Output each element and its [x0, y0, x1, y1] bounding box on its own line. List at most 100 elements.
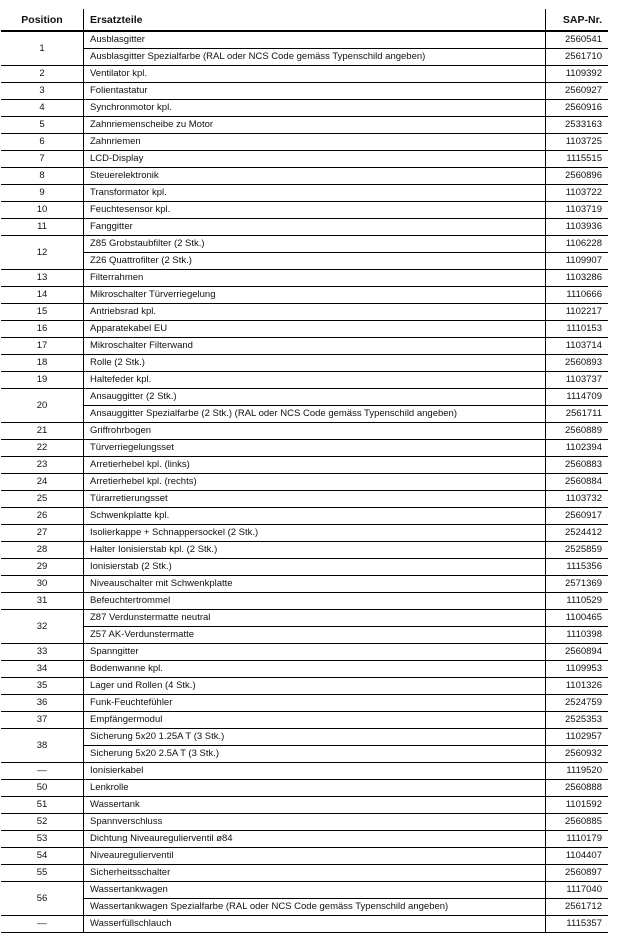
position-cell: 18: [1, 354, 84, 372]
sap-number-cell: 2560916: [545, 99, 608, 117]
position-cell: 20: [1, 388, 84, 423]
part-name-cell: Z87 Verdunstermatte neutral: [83, 609, 546, 627]
table-row: 35 Lager und Rollen (4 Stk.) 1101326: [1, 677, 608, 695]
sap-number-cell: 1103722: [545, 184, 608, 202]
table-row: 2 Ventilator kpl. 1109392: [1, 65, 608, 83]
position-cell: 3: [1, 82, 84, 100]
sap-number-cell: 1109907: [545, 252, 608, 270]
part-name-cell: Ionisierkabel: [83, 762, 546, 780]
part-name-cell: Isolierkappe + Schnappersockel (2 Stk.): [83, 524, 546, 542]
table-row: 38 Sicherung 5x20 1.25A T (3 Stk.) 1102957: [1, 728, 608, 763]
part-name-cell: Ansauggitter Spezialfarbe (2 Stk.) (RAL …: [83, 405, 546, 423]
position-cell: 33: [1, 643, 84, 661]
part-name-cell: Fanggitter: [83, 218, 546, 236]
sap-number-cell: 1110529: [545, 592, 608, 610]
sap-number-cell: 2560894: [545, 643, 608, 661]
sap-number-cell: 2560927: [545, 82, 608, 100]
part-name-cell: Ansauggitter (2 Stk.): [83, 388, 546, 406]
table-row: 53 Dichtung Niveauregulierventil ø84 11101…: [1, 830, 608, 848]
sap-number-cell: 1102957: [545, 728, 608, 746]
position-cell: 16: [1, 320, 84, 338]
position-cell: 29: [1, 558, 84, 576]
sap-number-cell: 2560885: [545, 813, 608, 831]
table-row: Z57 AK-Verdunstermatte 1110398: [1, 626, 608, 644]
position-cell: 34: [1, 660, 84, 678]
sap-number-cell: 1110398: [545, 626, 608, 644]
sap-number-cell: 2561710: [545, 48, 608, 66]
sap-number-cell: 1109953: [545, 660, 608, 678]
sap-number-cell: 2560541: [545, 31, 608, 49]
position-cell: 15: [1, 303, 84, 321]
table-row: 50 Lenkrolle 2560888: [1, 779, 608, 797]
sap-number-cell: 1115515: [545, 150, 608, 168]
table-row: 26 Schwenkplatte kpl. 2560917: [1, 507, 608, 525]
sap-number-cell: 2525353: [545, 711, 608, 729]
part-name-cell: Lenkrolle: [83, 779, 546, 797]
table-row: 29 Ionisierstab (2 Stk.) 1115356: [1, 558, 608, 576]
table-header-row: Position Ersatzteile SAP-Nr.: [1, 9, 608, 32]
sap-number-cell: 1103719: [545, 201, 608, 219]
sap-number-cell: 2560917: [545, 507, 608, 525]
position-cell: 30: [1, 575, 84, 593]
part-name-cell: Lager und Rollen (4 Stk.): [83, 677, 546, 695]
table-row: 15 Antriebsrad kpl. 1102217: [1, 303, 608, 321]
table-row: 14 Mikroschalter Türverriegelung 1110666: [1, 286, 608, 304]
sap-number-cell: 2561712: [545, 898, 608, 916]
part-name-cell: Feuchtesensor kpl.: [83, 201, 546, 219]
sap-number-cell: 2524759: [545, 694, 608, 712]
table-row: 25 Türarretierungsset 1103732: [1, 490, 608, 508]
sap-number-cell: 2561711: [545, 405, 608, 423]
table-row: 17 Mikroschalter Filterwand 1103714: [1, 337, 608, 355]
table-row: Wassertankwagen Spezialfarbe (RAL oder N…: [1, 898, 608, 916]
table-row: 1 Ausblasgitter 2560541: [1, 31, 608, 66]
position-cell: 38: [1, 728, 84, 763]
part-name-cell: Wassertankwagen: [83, 881, 546, 899]
sap-number-cell: 2560884: [545, 473, 608, 491]
part-name-cell: Zahnriemen: [83, 133, 546, 151]
position-cell: 35: [1, 677, 84, 695]
part-name-cell: Bodenwanne kpl.: [83, 660, 546, 678]
position-cell: 54: [1, 847, 84, 865]
position-cell: 2: [1, 65, 84, 83]
part-name-cell: Schwenkplatte kpl.: [83, 507, 546, 525]
table-row: Ausblasgitter Spezialfarbe (RAL oder NCS…: [1, 48, 608, 66]
part-name-cell: Mikroschalter Filterwand: [83, 337, 546, 355]
table-row: 8 Steuerelektronik 2560896: [1, 167, 608, 185]
table-row: 30 Niveauschalter mit Schwenkplatte 257136…: [1, 575, 608, 593]
position-cell: 22: [1, 439, 84, 457]
position-cell: 50: [1, 779, 84, 797]
table-row: — Wasserfüllschlauch 1115357: [1, 915, 608, 933]
part-name-cell: Filterrahmen: [83, 269, 546, 287]
part-name-cell: Türarretierungsset: [83, 490, 546, 508]
table-row: 9 Transformator kpl. 1103722: [1, 184, 608, 202]
position-cell: —: [1, 915, 84, 933]
sap-number-cell: 1114709: [545, 388, 608, 406]
header-position: Position: [1, 9, 84, 32]
part-name-cell: Steuerelektronik: [83, 167, 546, 185]
sap-number-cell: 2560883: [545, 456, 608, 474]
sap-number-cell: 1104407: [545, 847, 608, 865]
part-name-cell: Sicherung 5x20 1.25A T (3 Stk.): [83, 728, 546, 746]
position-cell: 36: [1, 694, 84, 712]
position-cell: 19: [1, 371, 84, 389]
position-cell: 14: [1, 286, 84, 304]
position-cell: 6: [1, 133, 84, 151]
sap-number-cell: 1101592: [545, 796, 608, 814]
table-row: 55 Sicherheitsschalter 2560897: [1, 864, 608, 882]
position-cell: 52: [1, 813, 84, 831]
part-name-cell: Z57 AK-Verdunstermatte: [83, 626, 546, 644]
part-name-cell: Griffrohrbogen: [83, 422, 546, 440]
part-name-cell: Z26 Quattrofilter (2 Stk.): [83, 252, 546, 270]
position-cell: 10: [1, 201, 84, 219]
table-row: 11 Fanggitter 1103936: [1, 218, 608, 236]
table-row: Z26 Quattrofilter (2 Stk.) 1109907: [1, 252, 608, 270]
part-name-cell: Empfängermodul: [83, 711, 546, 729]
table-row: 6 Zahnriemen 1103725: [1, 133, 608, 151]
table-row: Ansauggitter Spezialfarbe (2 Stk.) (RAL …: [1, 405, 608, 423]
table-row: 27 Isolierkappe + Schnappersockel (2 Stk.…: [1, 524, 608, 542]
sap-number-cell: 1115357: [545, 915, 608, 933]
position-cell: 26: [1, 507, 84, 525]
table-body: 1 Ausblasgitter 2560541 Ausblasgitter Spezi…: [1, 31, 608, 933]
sap-number-cell: 2560888: [545, 779, 608, 797]
sap-number-cell: 1109392: [545, 65, 608, 83]
